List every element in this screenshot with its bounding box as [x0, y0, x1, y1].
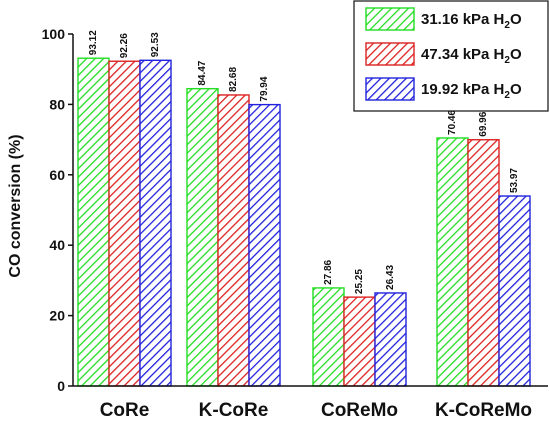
category-labels-group: CoRe K-CoRe CoReMo K-CoReMo — [100, 400, 532, 421]
y-axis-title-group: CO conversion (%) — [7, 134, 24, 277]
bar-k-coremo-series-3 — [498, 195, 531, 387]
data-labels-group: 93.12 92.26 92.53 84.47 82.68 79.94 27.86 25.25… — [88, 30, 520, 294]
legend-swatch-series-2 — [365, 42, 415, 66]
legend-label-series-1: 31.16 kPa H2O — [421, 11, 522, 31]
y-tick-label: 80 — [49, 96, 65, 112]
legend-swatch-series-1 — [365, 7, 415, 31]
data-label-core-series-1: 93.12 — [88, 30, 99, 55]
data-label-core-series-3: 92.53 — [150, 32, 161, 57]
category-label-core: CoRe — [100, 400, 150, 421]
y-ticks-group: 0 20 40 60 80 100 — [42, 26, 73, 394]
legend-swatch-series-3 — [365, 77, 415, 101]
category-label-k-coremo: K-CoReMo — [435, 400, 532, 421]
data-label-core-series-2: 92.26 — [119, 33, 130, 58]
data-label-k-core-series-1: 84.47 — [197, 60, 208, 85]
axes-group — [72, 34, 548, 387]
category-label-k-core: K-CoRe — [199, 400, 269, 421]
data-label-coremo-series-1: 27.86 — [323, 259, 334, 284]
bar-k-coremo-series-2 — [467, 139, 500, 387]
data-label-k-coremo-series-1: 70.46 — [447, 110, 458, 135]
data-label-coremo-series-2: 25.25 — [354, 269, 365, 294]
data-label-k-coremo-series-2: 69.96 — [478, 111, 489, 136]
y-axis-title: CO conversion (%) — [7, 134, 24, 277]
y-tick-label: 40 — [49, 237, 65, 253]
bar-k-core-series-1 — [186, 87, 219, 387]
category-label-coremo: CoReMo — [321, 400, 398, 421]
bar-k-core-series-2 — [217, 94, 250, 387]
legend: 31.16 kPa H2O 47.34 kPa H2O 19.92 kPa H2O — [353, 0, 549, 112]
bar-coremo-series-3 — [374, 292, 407, 387]
bar-k-core-series-3 — [248, 103, 281, 387]
bar-core-series-3 — [139, 59, 172, 387]
data-label-coremo-series-3: 26.43 — [385, 265, 396, 290]
bar-core-series-1 — [77, 57, 110, 387]
legend-label-series-3: 19.92 kPa H2O — [421, 81, 522, 101]
y-tick-label: 20 — [49, 308, 65, 324]
bar-coremo-series-2 — [343, 296, 376, 387]
y-tick-label: 100 — [42, 26, 66, 42]
bar-core-series-2 — [108, 60, 141, 387]
bar-coremo-series-1 — [312, 287, 345, 387]
legend-label-series-2: 47.34 kPa H2O — [421, 46, 522, 66]
y-tick-label: 0 — [57, 378, 65, 394]
bar-k-coremo-series-1 — [436, 137, 469, 387]
data-label-k-coremo-series-3: 53.97 — [509, 168, 520, 193]
bars-group — [77, 57, 531, 387]
y-tick-label: 60 — [49, 167, 65, 183]
data-label-k-core-series-3: 79.94 — [259, 76, 270, 101]
data-label-k-core-series-2: 82.68 — [228, 67, 239, 92]
